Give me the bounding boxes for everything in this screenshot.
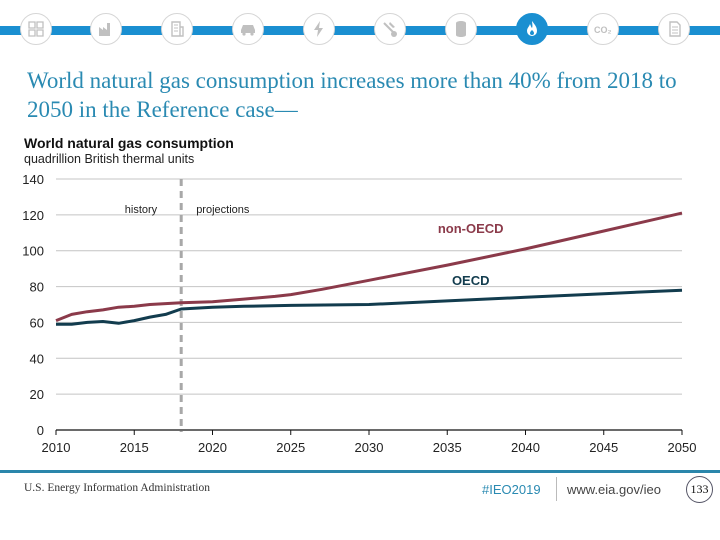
documents-icon[interactable] xyxy=(658,13,690,45)
footer-url[interactable]: www.eia.gov/ieo xyxy=(567,482,661,497)
chart-title: World natural gas consumption xyxy=(24,135,234,151)
series-line-non-oecd xyxy=(55,211,683,322)
svg-text:CO₂: CO₂ xyxy=(594,25,612,35)
electricity-icon[interactable] xyxy=(303,13,335,45)
series-lines xyxy=(55,211,683,326)
chart-subtitle: quadrillion British thermal units xyxy=(24,152,195,166)
history-projection-divider: history projections xyxy=(125,179,250,432)
industrial-icon[interactable] xyxy=(90,13,122,45)
series-label-oecd: OECD xyxy=(452,273,490,288)
buildings-icon[interactable] xyxy=(161,13,193,45)
petroleum-barrel-icon[interactable] xyxy=(445,13,477,45)
navigation-bar-line xyxy=(0,26,720,35)
x-tick-label: 2040 xyxy=(511,440,540,455)
x-tick-label: 2030 xyxy=(355,440,384,455)
slide-title: World natural gas consumption increases … xyxy=(27,68,677,122)
footer-hashtag[interactable]: #IEO2019 xyxy=(482,482,541,497)
sectors-overview-icon[interactable] xyxy=(20,13,52,45)
history-label: history xyxy=(125,204,158,216)
x-tick-label: 2025 xyxy=(276,440,305,455)
annotation-labels: non-OECD OECD xyxy=(438,221,504,288)
topic-navigation-bar: CO₂ xyxy=(0,0,720,60)
y-axis-tick-labels: 0 20 40 60 80 100 120 140 xyxy=(22,172,44,438)
y-tick-label: 80 xyxy=(30,280,44,295)
footer-rule xyxy=(0,470,720,473)
x-tick-label: 2045 xyxy=(589,440,618,455)
coal-mining-icon[interactable] xyxy=(374,13,406,45)
x-axis-tick-labels: 2010 2015 2020 2025 2030 2035 2040 2045 2050 xyxy=(42,440,697,455)
natural-gas-flame-icon[interactable] xyxy=(516,13,548,45)
x-tick-label: 2050 xyxy=(668,440,697,455)
y-tick-label: 140 xyxy=(22,172,44,187)
series-line-oecd xyxy=(56,288,683,326)
page-number: 133 xyxy=(686,476,713,503)
y-tick-label: 100 xyxy=(22,244,44,259)
x-tick-label: 2020 xyxy=(198,440,227,455)
gridlines xyxy=(55,178,683,435)
x-tick-label: 2035 xyxy=(433,440,462,455)
y-tick-label: 0 xyxy=(37,423,44,438)
x-tick-label: 2010 xyxy=(42,440,71,455)
y-tick-label: 20 xyxy=(30,387,44,402)
y-tick-label: 40 xyxy=(30,351,44,366)
transportation-icon[interactable] xyxy=(232,13,264,45)
y-tick-label: 60 xyxy=(30,315,44,330)
projections-label: projections xyxy=(196,204,250,216)
series-label-non-oecd: non-OECD xyxy=(438,221,504,236)
x-tick-label: 2015 xyxy=(120,440,149,455)
footer-organization: U.S. Energy Information Administration xyxy=(24,482,211,494)
co2-emissions-icon[interactable]: CO₂ xyxy=(587,13,619,45)
footer-separator xyxy=(556,477,557,501)
y-tick-label: 120 xyxy=(22,208,44,223)
